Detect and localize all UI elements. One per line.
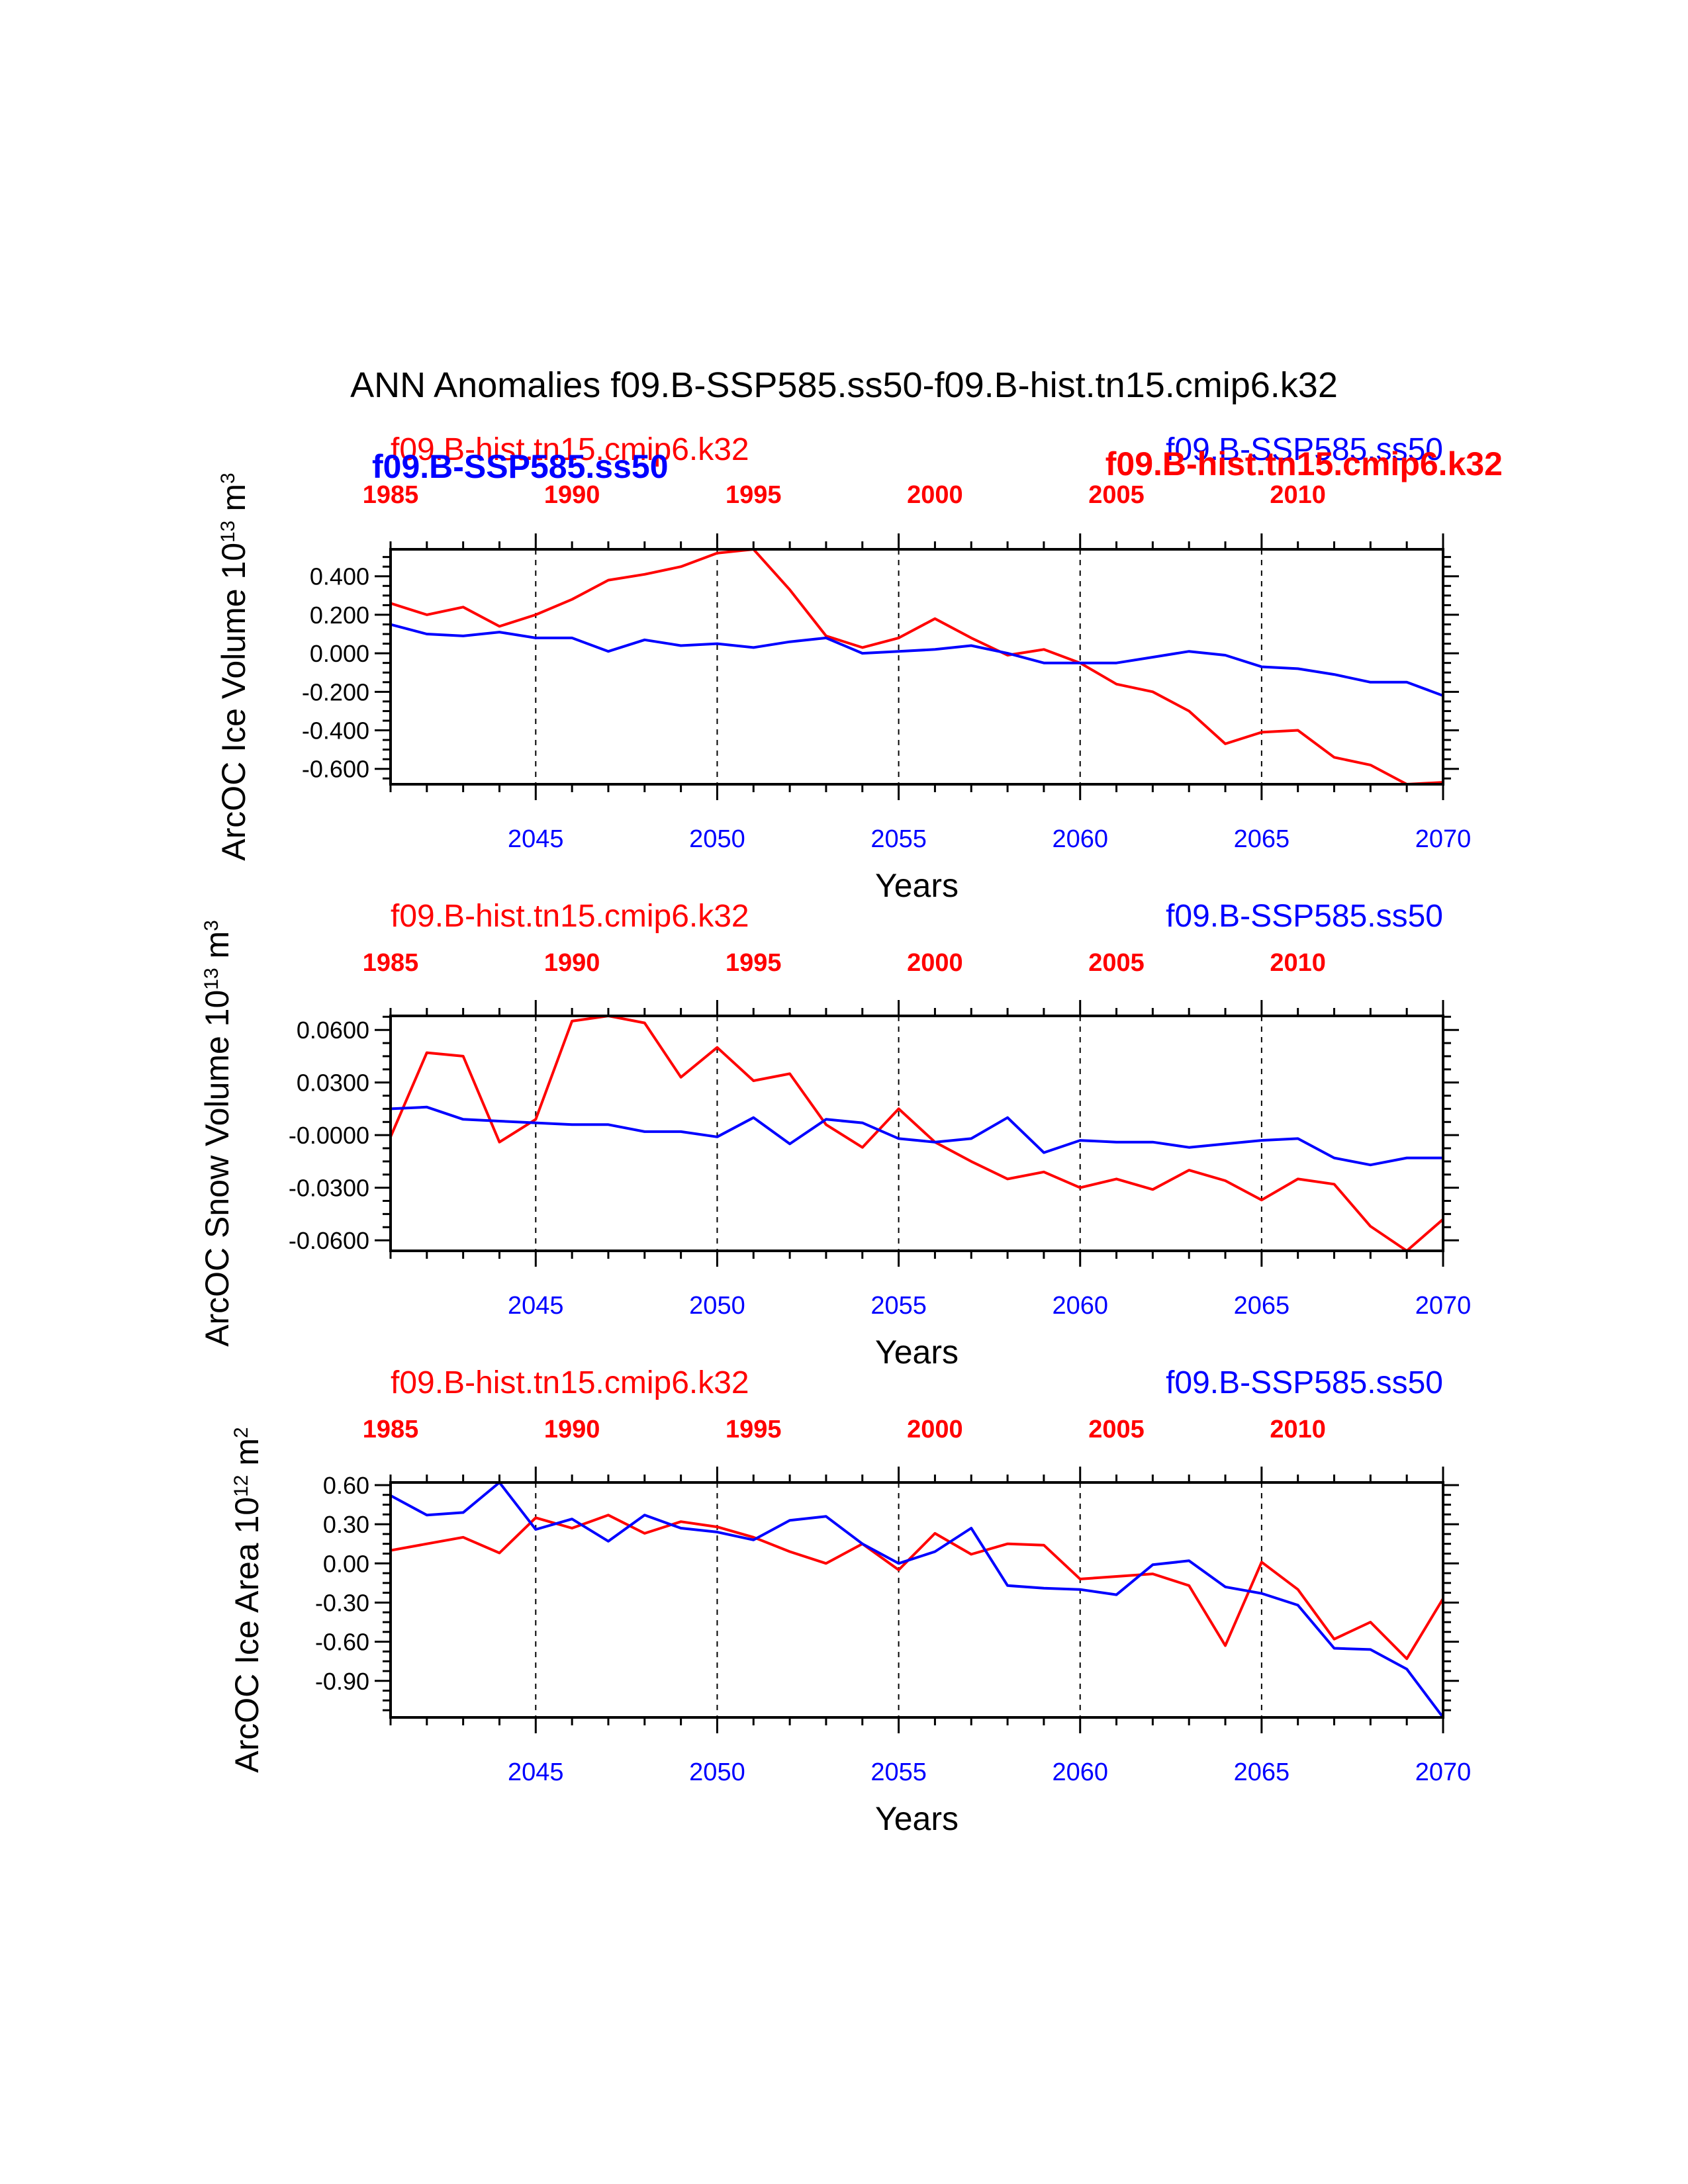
y-tick-label: -0.0600 (289, 1227, 369, 1254)
x-axis-title: Years (875, 1800, 959, 1837)
plot-frame (389, 1015, 1444, 1252)
hist-run-label: f09.B-hist.tn15.cmip6.k32 (391, 1365, 749, 1400)
y-tick-label: 0.400 (310, 563, 369, 590)
panel-3: 0.60 0.30 0.00 -0.30 -0.60 -0.90 2045 2050 2055 2… (228, 1365, 1471, 1837)
x-axis-title: Years (875, 1334, 959, 1371)
y-tick-label: -0.0000 (289, 1122, 369, 1149)
panel-1: 0.400 0.200 0.000 -0.200 -0.400 -0.600 2045 205… (215, 432, 1503, 904)
y-tick-label: -0.200 (302, 678, 369, 705)
y-tick-label: -0.600 (302, 756, 369, 783)
x-top-tick-label: 1995 (726, 949, 782, 977)
x-top-tick-label: 1985 (363, 949, 419, 977)
y-axis-title-part: m (215, 484, 252, 521)
x-top-tick-label: 1985 (363, 481, 419, 509)
x-tick-label: 2060 (1052, 1292, 1108, 1320)
y-axis-exponent: 3 (217, 473, 239, 484)
x-top-tick-label: 2005 (1088, 481, 1145, 509)
figure-title: ANN Anomalies f09.B-SSP585.ss50-f09.B-hi… (350, 365, 1338, 405)
x-tick-label: 2070 (1415, 1758, 1472, 1786)
series-line-ssp585 (391, 1482, 1443, 1717)
y-axis-exponent: 13 (201, 968, 222, 989)
y-tick-label: 0.000 (310, 640, 369, 667)
y-tick-label: -0.400 (302, 717, 369, 745)
x-top-tick-label: 1995 (726, 1416, 782, 1443)
x-top-tick-label: 2005 (1088, 1416, 1145, 1443)
ssp-run-label: f09.B-SSP585.ss50 (1166, 432, 1443, 467)
series-line-ssp585 (391, 623, 1443, 697)
x-top-tick-label: 1990 (544, 949, 600, 977)
y-axis-title-part: m (199, 931, 236, 968)
overlap-ssp-label: f09.B-SSP585.ss50 (372, 448, 669, 485)
ssp-run-label: f09.B-SSP585.ss50 (1166, 899, 1443, 934)
y-axis-title-part: m (228, 1438, 265, 1475)
x-tick-label: 2065 (1234, 825, 1290, 853)
y-tick-label: -0.60 (315, 1629, 369, 1656)
overlap-hist-label: f09.B-hist.tn15.cmip6.k32 (1105, 445, 1503, 482)
plot-frame (389, 548, 1444, 786)
y-axis-exponent: 2 (230, 1427, 252, 1438)
series-line-hist (391, 549, 1443, 784)
x-tick-label: 2045 (508, 1292, 564, 1320)
x-tick-label: 2060 (1052, 825, 1108, 853)
x-tick-label: 2050 (689, 1758, 745, 1786)
plot-frame (389, 1481, 1444, 1719)
y-tick-label: 0.60 (323, 1472, 369, 1499)
x-tick-label: 2070 (1415, 1292, 1472, 1320)
y-axis-title-part: ArcOC Snow Volume 10 (199, 990, 236, 1347)
y-axis-title-part: ArcOC Ice Area 10 (228, 1497, 265, 1773)
panel-2: 0.0600 0.0300 -0.0000 -0.0300 -0.0600 2045 205… (199, 899, 1471, 1371)
y-tick-label: -0.90 (315, 1668, 369, 1695)
x-tick-label: 2055 (870, 1292, 927, 1320)
y-tick-label: 0.0600 (297, 1017, 369, 1044)
x-top-tick-label: 1985 (363, 1416, 419, 1443)
y-axis-title-part: ArcOC Ice Volume 10 (215, 543, 252, 861)
x-tick-label: 2070 (1415, 825, 1472, 853)
y-tick-label: 0.200 (310, 602, 369, 629)
x-tick-label: 2045 (508, 825, 564, 853)
y-axis-exponent: 3 (201, 920, 222, 931)
ssp-run-label: f09.B-SSP585.ss50 (1166, 1365, 1443, 1400)
x-axis-title: Years (875, 867, 959, 904)
x-tick-label: 2050 (689, 825, 745, 853)
x-top-tick-label: 2000 (907, 949, 963, 977)
y-tick-label: 0.0300 (297, 1069, 369, 1097)
y-tick-label: 0.30 (323, 1511, 369, 1538)
x-tick-label: 2055 (870, 825, 927, 853)
hist-run-label: f09.B-hist.tn15.cmip6.k32 (391, 899, 749, 934)
series-line-hist (391, 1016, 1443, 1251)
x-top-tick-label: 1990 (544, 481, 600, 509)
x-top-tick-label: 2005 (1088, 949, 1145, 977)
x-top-tick-label: 2000 (907, 481, 963, 509)
y-axis-title: ArcOC Ice Volume 1013 m3 (215, 473, 252, 860)
y-axis-exponent: 12 (230, 1475, 252, 1497)
x-top-tick-label: 1995 (726, 481, 782, 509)
x-top-tick-label: 2010 (1270, 1416, 1326, 1443)
series-line-hist (391, 1514, 1443, 1661)
x-top-tick-label: 2010 (1270, 949, 1326, 977)
x-top-tick-label: 1990 (544, 1416, 600, 1443)
series-line-ssp585 (391, 1105, 1443, 1167)
x-tick-label: 2065 (1234, 1758, 1290, 1786)
y-tick-label: 0.00 (323, 1550, 369, 1577)
x-tick-label: 2055 (870, 1758, 927, 1786)
x-tick-label: 2065 (1234, 1292, 1290, 1320)
y-tick-label: -0.30 (315, 1589, 369, 1616)
x-top-tick-label: 2010 (1270, 481, 1326, 509)
x-tick-label: 2060 (1052, 1758, 1108, 1786)
hist-run-label: f09.B-hist.tn15.cmip6.k32 (391, 432, 749, 467)
x-tick-label: 2045 (508, 1758, 564, 1786)
y-axis-title: ArcOC Snow Volume 1013 m3 (199, 920, 236, 1347)
x-tick-label: 2050 (689, 1292, 745, 1320)
y-tick-label: -0.0300 (289, 1175, 369, 1202)
x-top-tick-label: 2000 (907, 1416, 963, 1443)
y-axis-title: ArcOC Ice Area 1012 m2 (228, 1427, 265, 1772)
y-axis-exponent: 13 (217, 521, 239, 543)
